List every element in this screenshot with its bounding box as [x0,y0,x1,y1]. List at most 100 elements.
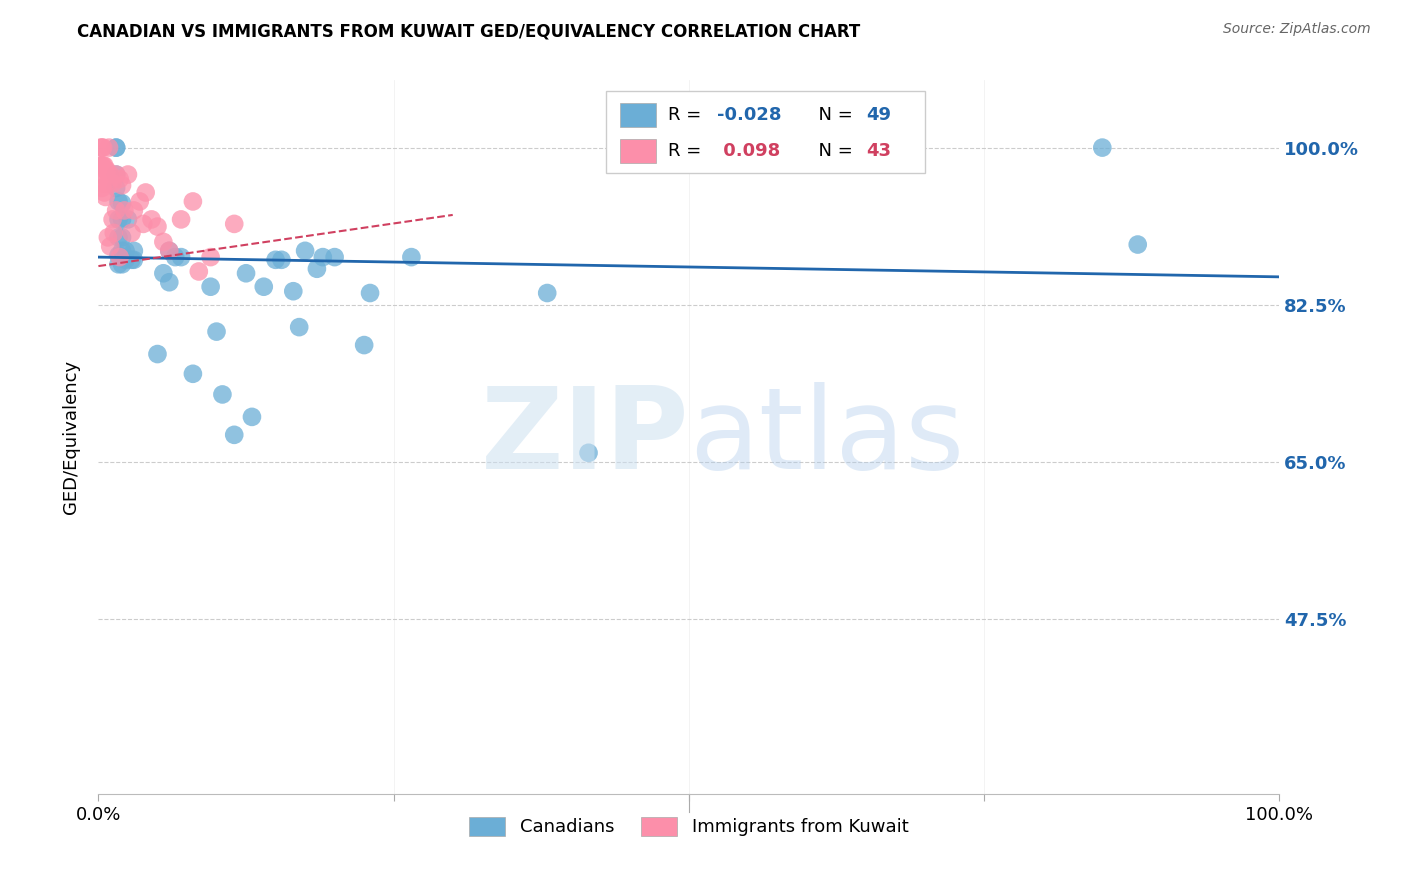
Text: ZIP: ZIP [481,382,689,492]
Point [91,140,114,154]
Text: 43: 43 [866,142,891,160]
Point [270,252,292,267]
Point [107,230,129,244]
Point [157,244,180,258]
Point [98,168,121,182]
Point [94,163,117,178]
Y-axis label: GED/Equivalency: GED/Equivalency [62,360,80,514]
Point [107,194,129,209]
Point [121,252,143,267]
Point [132,217,155,231]
Point [114,252,136,267]
Point [312,250,335,264]
Point [224,217,246,231]
Point [105,203,128,218]
Point [107,212,129,227]
Point [111,257,134,271]
FancyBboxPatch shape [606,91,925,173]
Point [121,226,143,240]
Point [240,409,263,424]
Point [117,212,139,227]
Point [359,285,381,300]
Point [105,140,128,154]
Point [91,140,114,154]
Point [108,250,131,264]
Point [181,367,204,381]
Point [224,427,246,442]
Point [117,168,139,182]
Point [294,244,316,258]
Bar [620,139,655,163]
Point [170,212,193,227]
Point [93,159,115,173]
Point [578,446,600,460]
Text: R =: R = [668,142,707,160]
Point [200,250,222,264]
Text: N =: N = [807,106,859,124]
Point [187,264,209,278]
Point [235,266,257,280]
Point [264,252,287,267]
Point [108,172,131,186]
Point [101,177,124,191]
Point [93,186,115,200]
Point [111,212,134,227]
Point [98,239,121,253]
Point [146,347,169,361]
Point [152,266,174,280]
Point [91,159,114,173]
Point [165,250,187,264]
Point [141,212,163,227]
Point [112,203,135,218]
Point [170,250,193,264]
Point [91,177,114,191]
Point [323,250,346,264]
Point [205,325,228,339]
Point [91,181,114,195]
Point [305,261,328,276]
Text: -0.028: -0.028 [717,106,782,124]
Point [94,190,117,204]
Point [98,140,121,154]
Point [122,203,145,218]
Text: N =: N = [807,142,859,160]
Point [90,159,112,173]
Text: Source: ZipAtlas.com: Source: ZipAtlas.com [1223,22,1371,37]
Point [97,177,120,191]
Point [103,226,125,240]
Text: atlas: atlas [689,382,965,492]
Point [105,168,128,182]
Point [111,196,134,211]
Point [107,248,129,262]
Point [105,168,128,182]
Point [1091,140,1114,154]
Point [105,140,128,154]
Point [90,140,112,154]
Point [157,244,180,258]
Point [288,320,311,334]
Text: 0.098: 0.098 [717,142,780,160]
Text: CANADIAN VS IMMIGRANTS FROM KUWAIT GED/EQUIVALENCY CORRELATION CHART: CANADIAN VS IMMIGRANTS FROM KUWAIT GED/E… [77,22,860,40]
Point [152,235,174,249]
Point [114,244,136,258]
Point [90,168,112,182]
Point [353,338,375,352]
Point [107,257,129,271]
Point [536,285,558,300]
Point [111,244,134,258]
Point [101,212,124,227]
Point [122,244,145,258]
Point [157,275,180,289]
Point [111,230,134,244]
Point [181,194,204,209]
Bar [620,103,655,128]
Point [146,219,169,234]
Point [122,252,145,267]
Point [1126,237,1149,252]
Point [253,279,276,293]
Point [91,159,114,173]
Legend: Canadians, Immigrants from Kuwait: Canadians, Immigrants from Kuwait [460,808,918,846]
Point [97,230,120,244]
Point [401,250,423,264]
Point [135,186,157,200]
